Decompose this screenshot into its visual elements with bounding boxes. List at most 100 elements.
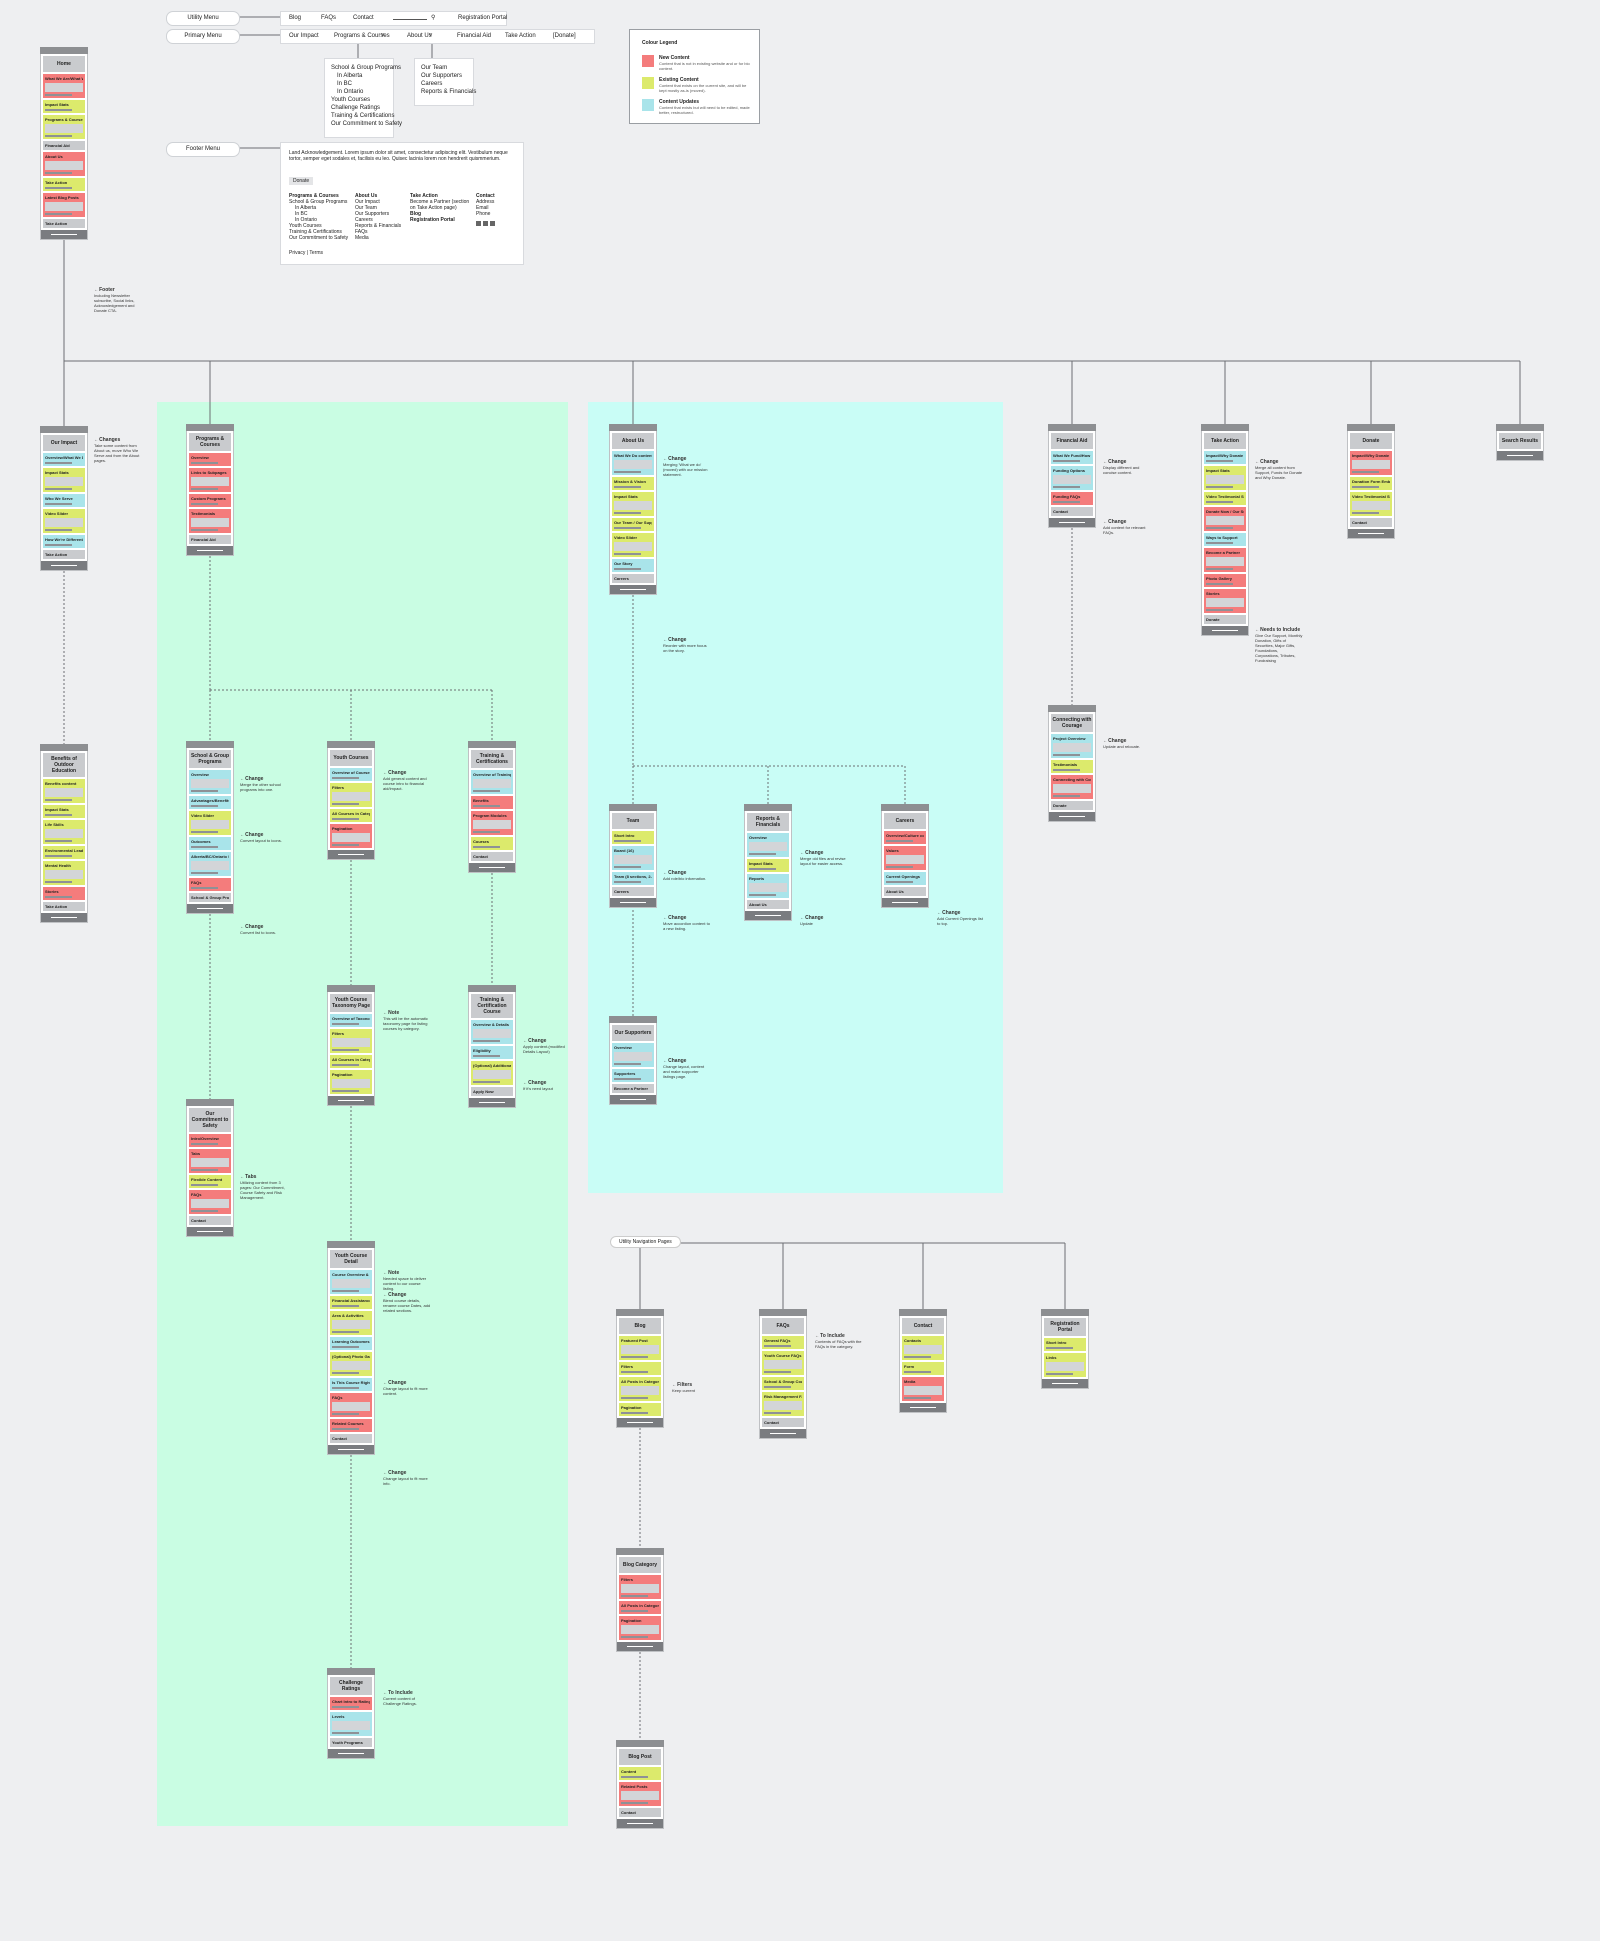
footer-link[interactable]: Our Team — [355, 205, 377, 211]
page-card-programs[interactable]: Programs & Courses Overview Links to Subpa… — [186, 424, 234, 556]
footer-link[interactable]: Our Supporters — [355, 211, 390, 217]
footer-link[interactable]: Programs & Courses — [289, 193, 339, 199]
content-block: Overview/What We Do — [43, 453, 85, 466]
footer-link[interactable]: Email — [476, 205, 489, 211]
page-card-ycdetail[interactable]: Youth Course Detail Course Overview & Det… — [327, 1241, 375, 1455]
dropdown-item[interactable]: Our Team — [421, 65, 448, 71]
footer-link[interactable]: Media — [355, 235, 369, 241]
footer-legal[interactable]: Privacy | Terms — [289, 250, 323, 256]
annotation-note: ← Change Apply content.(modified Details … — [523, 1038, 571, 1054]
page-card-blogcat[interactable]: Blog Category Filters All Posts in Categor… — [616, 1548, 664, 1652]
social-icons[interactable] — [476, 221, 495, 228]
page-card-takeaction[interactable]: Take Action Impact/Why Donate Content Impa… — [1201, 424, 1249, 636]
page-card-search[interactable]: Search Results — [1496, 424, 1544, 461]
page-card-youth[interactable]: Youth Courses Overview of Courses Filters A… — [327, 741, 375, 860]
page-card-title: Blog — [619, 1318, 661, 1334]
footer-link[interactable]: In BC — [295, 211, 308, 217]
footer-link[interactable]: Reports & Financials — [355, 223, 402, 229]
footer-link[interactable]: Training & Certifications — [289, 229, 342, 235]
primary-item-impact[interactable]: Our Impact — [289, 33, 319, 39]
page-card-tcert[interactable]: Training & Certification Course Overview … — [468, 985, 516, 1108]
footer-column-contact: Contact Address Email Phone — [476, 193, 495, 217]
page-card-reports[interactable]: Reports & Financials Overview Impact Stats… — [744, 804, 792, 921]
page-card-benefits[interactable]: Benefits of Outdoor Education Benefits co… — [40, 744, 88, 923]
page-card-finaid[interactable]: Financial Aid What We Fund/How We Fund co… — [1048, 424, 1096, 528]
page-card-careers[interactable]: Careers Overview/Culture content Values Cur… — [881, 804, 929, 908]
page-card-contact[interactable]: Contact Contacts Form Media — [899, 1309, 947, 1413]
footer-link[interactable]: Our Commitment to Safety — [289, 235, 349, 241]
utility-item-faqs[interactable]: FAQs — [321, 15, 337, 21]
footer-link[interactable]: FAQs — [355, 229, 368, 235]
page-card-challenge[interactable]: Challenge Ratings Chart Intro to Ratings L… — [327, 1668, 375, 1759]
primary-item-donate[interactable]: [Donate] — [553, 33, 576, 39]
page-card-training[interactable]: Training & Certifications Overview of Tra… — [468, 741, 516, 873]
footer-link[interactable]: School & Group Programs — [289, 199, 348, 205]
utility-item-blog[interactable]: Blog — [289, 15, 302, 21]
page-card-safety[interactable]: Our Commitment to Safety Intro/Overview Ta… — [186, 1099, 234, 1237]
page-card-donate[interactable]: Donate Impact/Why Donate Content Donation … — [1347, 424, 1395, 539]
dropdown-item[interactable]: Challenge Ratings — [331, 105, 381, 111]
page-card-faqs[interactable]: FAQs General FAQs Youth Course FAQs School … — [759, 1309, 807, 1439]
text-placeholder — [1046, 1373, 1073, 1375]
footer-link[interactable]: In Ontario — [295, 217, 317, 223]
search-field-line[interactable] — [393, 19, 427, 20]
footer-link[interactable]: Address — [476, 199, 495, 205]
dropdown-item[interactable]: In Ontario — [337, 89, 364, 95]
page-card-body: School & Group Programs Overview Advantage… — [186, 748, 234, 914]
footer-link[interactable]: Become a Partner (section on Take Action… — [410, 199, 470, 211]
page-card-home[interactable]: Home What We Are/What We Do Impact Stats Pr… — [40, 47, 88, 240]
page-card-impact[interactable]: Our Impact Overview/What We Do Impact Stat… — [40, 426, 88, 571]
content-block: Benefits — [471, 796, 513, 809]
image-placeholder — [45, 870, 83, 879]
page-card-taxonomy[interactable]: Youth Course Taxonomy Page Overview of Ta… — [327, 985, 375, 1106]
page-card-connecting[interactable]: Connecting with Courage Project Overview T… — [1048, 705, 1096, 822]
search-icon[interactable]: ⚲ — [431, 15, 436, 21]
content-block: Short Intro — [612, 831, 654, 844]
dropdown-item[interactable]: Youth Courses — [331, 97, 371, 103]
footer-link[interactable]: In Alberta — [295, 205, 317, 211]
primary-item-takeaction[interactable]: Take Action — [505, 33, 536, 39]
page-card-regportal[interactable]: Registration Portal Short Intro Links — [1041, 1309, 1089, 1389]
arrow-left-icon: ← — [240, 776, 246, 781]
content-block-label: Become a Partner — [1206, 550, 1241, 555]
dropdown-item[interactable]: Our Supporters — [421, 73, 463, 79]
content-block: Become a Partner — [612, 1084, 654, 1093]
annotation-note: ← Filters Keep current — [672, 1382, 720, 1393]
dropdown-item[interactable]: Our Commitment to Safety — [331, 121, 403, 127]
arrow-left-icon: ← — [1255, 627, 1261, 632]
utility-item-registration[interactable]: Registration Portal — [458, 15, 508, 21]
page-card-school[interactable]: School & Group Programs Overview Advantage… — [186, 741, 234, 914]
dropdown-item[interactable]: Training & Certifications — [331, 113, 395, 119]
social-icon[interactable] — [490, 221, 495, 226]
dropdown-item[interactable]: School & Group Programs — [331, 65, 402, 71]
page-card-blogpost[interactable]: Blog Post Content Related Posts Contact — [616, 1740, 664, 1829]
dropdown-item[interactable]: In Alberta — [337, 73, 363, 79]
donate-button[interactable]: Donate — [289, 177, 314, 185]
page-card-team[interactable]: Team Short Intro Board (16) Team (8 section… — [609, 804, 657, 908]
content-block: Supporters — [612, 1069, 654, 1082]
primary-item-programs[interactable]: Programs & Courses — [334, 33, 390, 39]
page-card-about[interactable]: About Us What We Do content Mission & Visi… — [609, 424, 657, 595]
footer-link[interactable]: Youth Courses — [289, 223, 322, 229]
dropdown-item[interactable]: Careers — [421, 81, 443, 87]
content-block: Impact Stats — [747, 859, 789, 872]
primary-item-finaid[interactable]: Financial Aid — [457, 33, 492, 39]
dropdown-item[interactable]: Reports & Financials — [421, 89, 477, 95]
footer-link[interactable]: Registration Portal — [410, 217, 455, 223]
page-card-supporters[interactable]: Our Supporters Overview Supporters Become a… — [609, 1016, 657, 1105]
social-icon[interactable] — [476, 221, 481, 226]
footer-link[interactable]: Phone — [476, 211, 491, 217]
footer-link[interactable]: Blog — [410, 211, 422, 217]
footer-link[interactable]: Our Impact — [355, 199, 380, 205]
image-placeholder — [614, 1052, 652, 1061]
page-card-body: Youth Courses Overview of Courses Filters A… — [327, 748, 375, 860]
primary-item-about[interactable]: About Us — [407, 33, 432, 39]
social-icon[interactable] — [483, 221, 488, 226]
page-card-blog[interactable]: Blog Featured Post Filters All Posts in Cat… — [616, 1309, 664, 1428]
footer-link[interactable]: Take Action — [410, 193, 438, 199]
footer-link[interactable]: About Us — [355, 193, 378, 199]
utility-item-contact[interactable]: Contact — [353, 15, 374, 21]
dropdown-item[interactable]: In BC — [337, 81, 353, 87]
footer-link[interactable]: Contact — [476, 193, 495, 199]
footer-link[interactable]: Careers — [355, 217, 373, 223]
